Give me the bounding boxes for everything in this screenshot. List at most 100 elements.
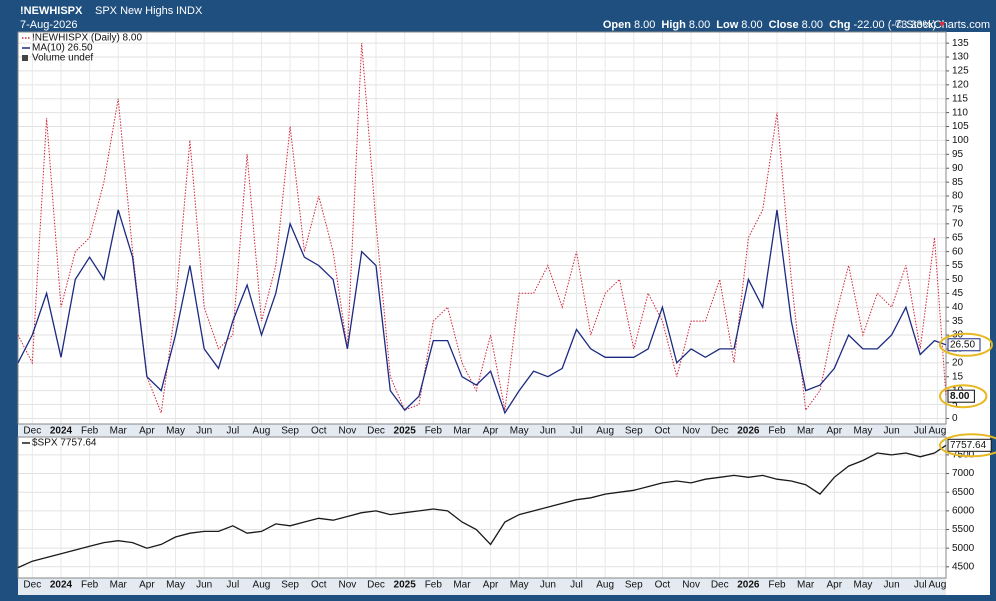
x-tick-label: Dec	[23, 580, 41, 591]
x-tick-label: Jun	[540, 426, 556, 437]
x-tick-label: 2024	[50, 580, 73, 591]
highlight	[939, 384, 988, 409]
last-value-box	[947, 389, 975, 403]
x-tick-label: Sep	[281, 426, 299, 437]
x-tick-label: 2026	[737, 426, 760, 437]
x-tick-label: 2024	[50, 426, 73, 437]
x-tick-label: Dec	[367, 580, 385, 591]
quote: Open 8.00 High 8.00 Low 8.00 Close 8.00 Chg -22.0…	[603, 19, 936, 31]
y-tick-label: 90	[952, 163, 964, 174]
x-tick-label: Nov	[682, 580, 700, 591]
x-tick-label: Nov	[682, 426, 700, 437]
x-tick-label: Jul	[570, 580, 583, 591]
x-tick-label: Mar	[797, 580, 815, 591]
x-tick-label: Mar	[110, 426, 128, 437]
quote-value: 8.00	[802, 19, 823, 31]
x-axis-band	[18, 578, 946, 595]
x-tick-label: Oct	[655, 426, 671, 437]
x-axis-band	[18, 424, 946, 437]
chart-title: !NEWHISPX	[20, 5, 83, 17]
x-tick-label: Jun	[540, 580, 556, 591]
x-tick-label: Feb	[81, 426, 99, 437]
x-tick-label: Jul	[914, 426, 927, 437]
x-tick-label: Jul	[914, 580, 927, 591]
y-tick-label: 4500	[952, 561, 975, 572]
x-tick-label: Aug	[929, 580, 947, 591]
x-tick-label: Apr	[827, 580, 843, 591]
x-tick-label: Mar	[797, 426, 815, 437]
y-tick-label: 7000	[952, 468, 975, 479]
quote-label: Close	[769, 19, 799, 31]
y-tick-label: 75	[952, 205, 964, 216]
y-tick-label: 6000	[952, 505, 975, 516]
x-tick-label: Feb	[768, 426, 786, 437]
y-tick-label: 95	[952, 149, 964, 160]
y-tick-label: 120	[952, 79, 969, 90]
y-tick-label: 40	[952, 302, 964, 313]
y-tick-label: 115	[952, 93, 968, 104]
last-value-label: 8.00	[950, 391, 970, 402]
x-tick-label: Aug	[596, 426, 614, 437]
panel-border	[17, 436, 947, 579]
y-tick-label: 80	[952, 191, 964, 202]
y-tick-label: 65	[952, 232, 964, 243]
last-value-label: 26.50	[950, 339, 975, 350]
down-arrow	[939, 22, 945, 27]
legend-label: !NEWHISPX (Daily) 8.00	[32, 33, 142, 44]
legend-label: MA(10) 26.50	[32, 43, 93, 54]
y-tick-label: 105	[952, 121, 969, 132]
x-tick-label: Nov	[338, 580, 356, 591]
x-tick-label: Dec	[23, 426, 41, 437]
x-tick-label: Dec	[711, 580, 729, 591]
legend-label: $SPX 7757.64	[32, 438, 97, 449]
y-tick-label: 135	[952, 38, 969, 49]
y-tick-label: 35	[952, 316, 964, 327]
x-tick-label: Jun	[196, 426, 212, 437]
x-tick-label: Mar	[110, 580, 128, 591]
x-tick-label: Dec	[711, 426, 729, 437]
y-tick-label: 0	[952, 413, 958, 424]
y-tick-label: 110	[952, 107, 968, 118]
x-tick-label: Dec	[367, 426, 385, 437]
y-tick-label: 6500	[952, 487, 975, 498]
x-tick-label: May	[510, 580, 529, 591]
x-tick-label: 2026	[737, 580, 760, 591]
x-tick-label: Jul	[570, 426, 583, 437]
y-tick-label: 100	[952, 135, 969, 146]
panel-border	[17, 31, 947, 425]
x-tick-label: Feb	[81, 580, 99, 591]
last-value-box	[947, 438, 992, 452]
y-tick-label: 70	[952, 218, 964, 229]
legend-label: Volume undef	[32, 53, 93, 64]
x-tick-label: Feb	[425, 426, 443, 437]
x-tick-label: 2025	[394, 426, 417, 437]
y-tick-label: 55	[952, 260, 964, 271]
x-tick-label: Oct	[311, 580, 327, 591]
x-tick-label: May	[853, 426, 872, 437]
quote-label: Chg	[829, 19, 850, 31]
x-tick-label: Oct	[655, 580, 671, 591]
last-value-label: 7757.64	[950, 440, 987, 451]
date: 7-Aug-2026	[20, 19, 78, 31]
series-line	[17, 209, 947, 415]
x-tick-label: Aug	[929, 426, 947, 437]
y-tick-label: 60	[952, 246, 964, 257]
exchange: INDX	[176, 5, 203, 17]
y-tick-label: 50	[952, 274, 964, 285]
x-tick-label: Aug	[253, 580, 271, 591]
quote-label: Open	[603, 19, 631, 31]
x-tick-label: Sep	[281, 580, 299, 591]
y-tick-label: 45	[952, 288, 964, 299]
series-line	[17, 43, 947, 415]
x-tick-label: Jun	[196, 580, 212, 591]
x-tick-label: Jul	[226, 426, 239, 437]
x-tick-label: Mar	[453, 580, 471, 591]
y-tick-label: 20	[952, 357, 964, 368]
legend-swatch	[22, 55, 28, 61]
quote-value: -22.00 (-73.33%)	[853, 19, 936, 31]
quote-value: 8.00	[689, 19, 710, 31]
x-tick-label: Apr	[139, 426, 155, 437]
highlight	[939, 332, 993, 357]
